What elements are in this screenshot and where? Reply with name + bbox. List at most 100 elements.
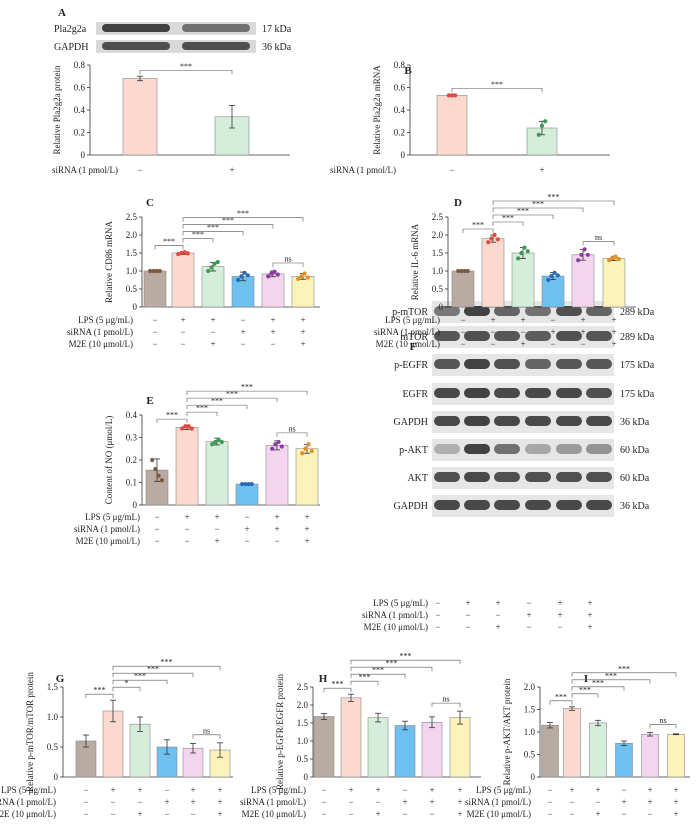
condition-sign-H: + <box>457 809 462 819</box>
condition-sign-C: − <box>152 339 157 349</box>
data-point-D <box>516 256 521 261</box>
y-tick-label-H: 1.0 <box>297 736 309 746</box>
condition-sign-G: − <box>83 797 88 807</box>
condition-sign-C: + <box>270 315 275 325</box>
data-point-E <box>243 481 248 487</box>
blot-F-label: p-AKT <box>399 445 428 456</box>
condition-sign-H: − <box>402 809 407 819</box>
blot-A-band <box>182 24 250 32</box>
condition-sign-F: + <box>587 610 592 620</box>
sig-bracket-E <box>186 390 308 396</box>
y-tick-label-C: 2.5 <box>126 212 138 222</box>
bar-H <box>394 725 416 778</box>
data-point-D <box>616 257 621 262</box>
condition-sign-I: − <box>569 797 574 807</box>
condition-sign-H: − <box>321 797 326 807</box>
data-point-D <box>519 250 524 256</box>
condition-label-D: LPS (5 μg/mL) <box>385 315 440 325</box>
blot-F-band <box>556 416 582 426</box>
condition-sign-G: + <box>217 797 222 807</box>
condition-sign-F: + <box>557 610 562 620</box>
condition-label-F: siRNA (1 pmol/L) <box>362 610 428 620</box>
condition-sign-G: + <box>217 785 222 795</box>
panel-label-B: B <box>404 65 412 77</box>
sig-label-C: *** <box>163 237 175 246</box>
condition-sign-G: + <box>137 785 142 795</box>
blot-F-band <box>556 306 582 316</box>
bar-D <box>602 258 626 308</box>
sig-label-E: *** <box>226 390 238 399</box>
sig-label-G: *** <box>147 665 159 674</box>
condition-sign-H: + <box>348 785 353 795</box>
condition-sign-E: + <box>274 524 279 534</box>
y-tick-label-C: 1.0 <box>126 266 138 276</box>
data-point-D <box>462 268 467 274</box>
data-point-D <box>579 252 584 257</box>
data-point-E <box>306 442 311 447</box>
blot-F-band <box>586 500 612 510</box>
sig-label-I: *** <box>618 664 630 673</box>
data-point-E <box>213 439 218 445</box>
condition-label-E: LPS (5 μg/mL) <box>85 512 140 522</box>
sig-bracket-E <box>186 411 218 417</box>
bar-B <box>436 95 468 156</box>
data-point-E <box>246 481 251 487</box>
condition-sign-E: − <box>154 512 159 522</box>
condition-sign-F: + <box>587 598 592 608</box>
data-point-E <box>180 426 185 431</box>
condition-label-B: siRNA (1 pmol/L) <box>330 165 396 175</box>
y-tick-label-G: 1.0 <box>47 712 59 722</box>
condition-sign-E: − <box>244 512 249 522</box>
condition-sign-G: − <box>110 809 115 819</box>
condition-sign-D: − <box>460 327 465 337</box>
condition-sign-C: + <box>300 339 305 349</box>
y-axis-label-D: Relative IL-6 mRNA <box>410 223 420 300</box>
condition-sign-D: − <box>490 339 495 349</box>
blot-F-band <box>434 444 460 454</box>
blot-F-kda: 36 kDa <box>620 501 650 512</box>
sig-label-I: *** <box>592 678 604 687</box>
condition-sign-F: − <box>465 610 470 620</box>
condition-sign-E: + <box>274 512 279 522</box>
condition-label-A: siRNA (1 pmol/L) <box>52 165 118 175</box>
condition-sign-G: − <box>137 797 142 807</box>
blot-A-label: GAPDH <box>54 42 88 53</box>
data-point-C <box>151 268 156 274</box>
condition-sign-A: + <box>229 165 234 175</box>
condition-sign-I: − <box>547 785 552 795</box>
condition-sign-D: − <box>520 327 525 337</box>
blot-F-band <box>586 306 612 316</box>
data-point-C <box>209 265 214 270</box>
bar-B <box>526 127 558 156</box>
bar-H <box>313 716 335 778</box>
bar-D <box>571 254 595 308</box>
blot-F-label: GAPDH <box>394 417 428 428</box>
data-point-E <box>156 473 161 478</box>
condition-sign-I: + <box>647 785 652 795</box>
bar-D <box>541 275 565 308</box>
blot-F-label: mTOR <box>400 332 428 343</box>
condition-sign-C: − <box>180 339 185 349</box>
data-point-D <box>549 273 554 279</box>
sig-label-H: *** <box>372 666 384 675</box>
blot-F-kda: 289 kDa <box>620 307 655 318</box>
condition-sign-E: + <box>304 536 309 546</box>
bar-I <box>641 733 659 778</box>
data-point-C <box>266 274 271 279</box>
condition-sign-E: − <box>214 524 219 534</box>
blot-F-kda: 175 kDa <box>620 389 655 400</box>
blot-F-band <box>494 416 520 426</box>
data-point-E <box>150 457 155 463</box>
bar-E <box>295 448 319 506</box>
condition-sign-F: − <box>435 610 440 620</box>
blot-F-band <box>494 444 520 454</box>
blot-F-band <box>586 388 612 398</box>
sig-label-I: *** <box>555 692 567 701</box>
sig-bracket-C <box>272 262 304 267</box>
condition-sign-E: − <box>184 536 189 546</box>
data-point-E <box>276 439 281 445</box>
data-point-C <box>148 268 153 274</box>
sig-label-G: *** <box>134 672 146 681</box>
sig-label-D: *** <box>548 193 560 202</box>
data-point-C <box>182 250 187 255</box>
